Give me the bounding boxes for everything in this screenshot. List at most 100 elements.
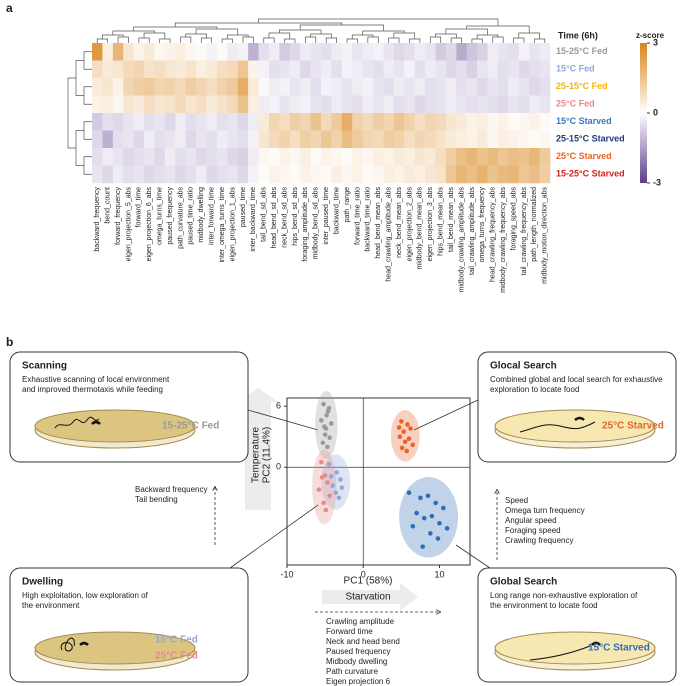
point — [325, 408, 331, 414]
heatmap-cell — [456, 148, 468, 166]
heatmap-cell — [133, 113, 145, 131]
column-label: paused_time_ratio — [188, 187, 195, 245]
point — [437, 520, 442, 526]
column-label: tail_bend_mean_abs — [448, 187, 455, 252]
heatmap-cell — [154, 130, 166, 149]
heatmap-cell — [341, 165, 353, 184]
heatmap-cell — [279, 113, 291, 131]
heatmap-cell — [321, 113, 332, 131]
point — [326, 461, 332, 467]
heatmap-cell — [310, 78, 322, 96]
heatmap-cell — [112, 148, 124, 166]
column-label: hips_bend_mean_abs — [438, 187, 445, 256]
heatmap-cell — [373, 165, 384, 184]
dendrogram — [534, 38, 546, 43]
point — [325, 480, 330, 485]
heatmap-cell — [414, 60, 426, 79]
heatmap-cell — [529, 60, 540, 79]
heatmap-cell — [216, 165, 228, 184]
heatmap-cell — [175, 78, 186, 96]
heatmap-cell — [497, 165, 509, 184]
heatmap-cell — [300, 113, 311, 131]
heatmap-cell — [393, 78, 405, 96]
feature-text: Midbody dwelling — [326, 657, 387, 666]
heatmap-cell — [227, 113, 239, 131]
heatmap-cell — [310, 113, 322, 131]
heatmap-cell — [227, 78, 239, 96]
heatmap-cell — [237, 165, 249, 184]
dendrogram — [513, 37, 525, 43]
heatmap-cell — [248, 113, 259, 131]
heatmap-cell — [414, 95, 426, 114]
dendrogram — [83, 51, 92, 70]
heatmap-cell — [477, 148, 488, 166]
heatmap-cell — [112, 165, 124, 184]
heatmap-cell — [341, 113, 353, 131]
heatmap-cell — [279, 43, 291, 61]
point — [406, 436, 412, 442]
heatmap-cell — [123, 130, 134, 149]
heatmap-cell — [331, 148, 343, 166]
heatmap-cell — [383, 130, 395, 149]
heatmap-cell — [456, 113, 468, 131]
heatmap-cell — [310, 148, 322, 166]
heatmap-cell — [518, 78, 530, 96]
column-label: neck_bend_sd_abs — [281, 187, 288, 248]
heatmap-cell — [539, 95, 551, 114]
heatmap-cell — [258, 113, 270, 131]
point — [319, 418, 324, 423]
column-label: foraging_amplitude_abs — [302, 187, 309, 262]
feature-text: Speed — [505, 496, 528, 505]
dendrogram — [96, 38, 108, 43]
heatmap-cell — [92, 78, 103, 96]
heatmap-cell — [445, 130, 457, 149]
box-description: High exploitation, low exploration of — [22, 591, 149, 600]
column-label: tail_crawling_frequency_abs — [521, 187, 528, 276]
heatmap-cell — [383, 95, 395, 114]
heatmap-cell — [206, 165, 218, 184]
heatmap-cell — [362, 130, 374, 149]
heatmap-cell — [123, 43, 134, 61]
heatmap-cell — [112, 60, 124, 79]
heatmap-cell — [321, 95, 332, 114]
heatmap-cell — [133, 43, 145, 61]
heatmap-cell — [331, 165, 343, 184]
arrow-shape — [322, 583, 418, 611]
heatmap-cell — [383, 113, 395, 131]
heatmap-cell — [435, 95, 447, 114]
heatmap-cell — [393, 165, 405, 184]
heatmap-cell — [445, 78, 457, 96]
heatmap-cell — [539, 165, 551, 184]
heatmap-cell — [196, 130, 207, 149]
heatmap-cell — [206, 43, 218, 61]
point — [428, 531, 433, 536]
heatmap-cell — [529, 78, 540, 96]
heatmap-cell — [175, 60, 186, 79]
box-title: Global Search — [490, 577, 557, 588]
heatmap-cell — [487, 78, 499, 96]
box-title: Scanning — [22, 361, 67, 372]
heatmap-cell — [477, 60, 488, 79]
heatmap-cell — [102, 148, 114, 166]
heatmap-cell — [102, 43, 114, 61]
heatmap-cell — [133, 165, 145, 184]
box-description: Combined global and local search for exh… — [490, 375, 663, 384]
dendrogram — [305, 36, 317, 43]
heatmap-cell — [237, 60, 249, 79]
box-title: Glocal Search — [490, 361, 557, 372]
dendrogram — [471, 38, 483, 43]
heatmap-cell — [487, 130, 499, 149]
x-tick-label: -10 — [280, 569, 293, 579]
heatmap-cell — [477, 113, 488, 131]
heatmap-cell — [373, 148, 384, 166]
heatmap-cell — [185, 113, 197, 131]
heatmap-cell — [404, 60, 415, 79]
heatmap-cell — [497, 148, 509, 166]
heatmap-cell — [425, 95, 436, 114]
heatmap-cell — [206, 60, 218, 79]
heatmap-cell — [227, 43, 239, 61]
dendrogram — [83, 86, 92, 105]
heatmap-cell — [487, 95, 499, 114]
heatmap-cell — [508, 95, 520, 114]
